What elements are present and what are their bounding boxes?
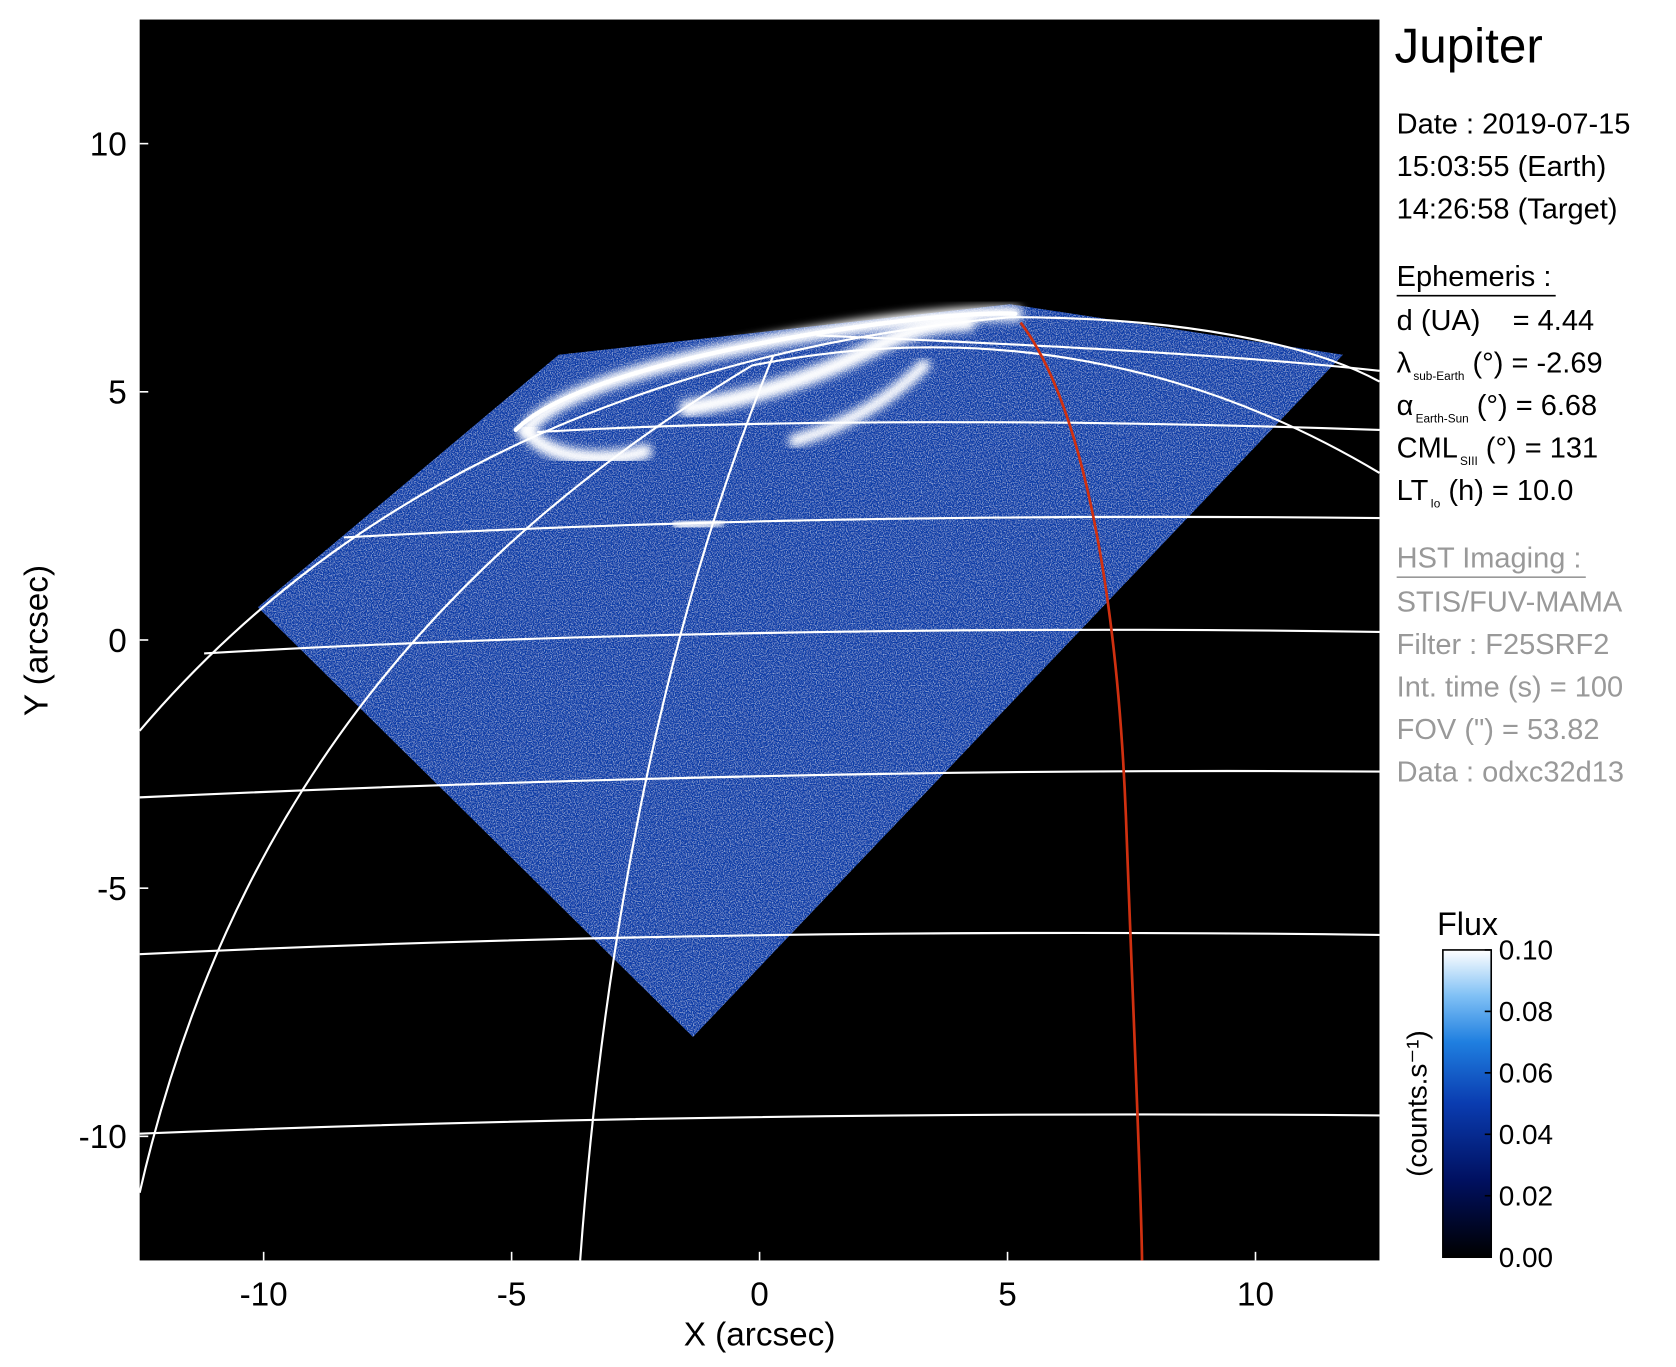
date-line: 15:03:55 (Earth)	[1397, 151, 1607, 183]
colorbar-tick-label: 0.00	[1499, 1242, 1553, 1273]
colorbar-title: Flux	[1437, 906, 1498, 942]
row-rest: (°) = 131	[1478, 432, 1598, 464]
x-tick-label: -10	[240, 1277, 288, 1314]
aurora	[513, 305, 1023, 533]
x-tick-label: 10	[1237, 1277, 1274, 1314]
y-tick-label: 10	[90, 126, 127, 163]
ephemeris-row: LT Io (h) = 10.0	[1397, 475, 1574, 511]
ephemeris-heading: Ephemeris :	[1397, 261, 1552, 293]
ephemeris-row: λ sub-Earth (°) = -2.69	[1397, 347, 1603, 383]
imaging-heading: HST Imaging :	[1397, 542, 1582, 574]
colorbar-tick-label: 0.10	[1499, 935, 1553, 966]
ephemeris-row: d (UA) = 4.44	[1397, 305, 1594, 337]
y-tick-label: 5	[108, 375, 127, 412]
date-line: 14:26:58 (Target)	[1397, 193, 1618, 225]
imaging-row: Data : odxc32d13	[1397, 756, 1624, 788]
row-subscript: SIII	[1460, 454, 1478, 468]
info-panel: Date : 2019-07-15 15:03:55 (Earth) 14:26:5…	[1397, 108, 1631, 788]
imaging-row: STIS/FUV-MAMA	[1397, 587, 1623, 619]
row-subscript: Io	[1431, 496, 1441, 510]
x-tick-label: 5	[998, 1277, 1017, 1314]
row-main: LT	[1397, 475, 1429, 507]
colorbar-tick-label: 0.08	[1499, 996, 1553, 1027]
y-axis-label: Y (arcsec)	[18, 565, 55, 716]
row-rest: (°) = -2.69	[1464, 347, 1602, 379]
row-main: α	[1397, 390, 1414, 422]
y-tick-label: -5	[97, 871, 127, 908]
date-line: Date : 2019-07-15	[1397, 108, 1631, 140]
colorbar-tick-label: 0.02	[1499, 1180, 1553, 1211]
imaging-row: Filter : F25SRF2	[1397, 629, 1610, 661]
row-rest: (°) = 6.68	[1469, 390, 1597, 422]
ephemeris-row: α Earth-Sun (°) = 6.68	[1397, 390, 1598, 426]
row-subscript: Earth-Sun	[1416, 411, 1469, 425]
row-rest: (h) = 10.0	[1440, 475, 1573, 507]
y-tick-label: 0	[108, 623, 127, 660]
imaging-row: Int. time (s) = 100	[1397, 671, 1623, 703]
y-tick-label: -10	[79, 1119, 127, 1156]
x-tick-label: -5	[497, 1277, 527, 1314]
colorbar	[1442, 949, 1493, 1259]
x-tick-label: 0	[750, 1277, 769, 1314]
row-main: CML	[1397, 432, 1458, 464]
ephemeris-row: CML SIII (°) = 131	[1397, 432, 1598, 468]
colorbar-label: (counts.s⁻¹)	[1402, 1030, 1433, 1177]
row-main: λ	[1397, 347, 1412, 379]
central-meridian	[1019, 321, 1144, 1261]
lat-lon-grid	[138, 316, 1381, 1261]
title: Jupiter	[1395, 19, 1543, 74]
x-axis-label: X (arcsec)	[684, 1316, 836, 1353]
row-main: d (UA) = 4.44	[1397, 305, 1594, 337]
fov-image	[257, 304, 1343, 1037]
colorbar-tick-label: 0.04	[1499, 1119, 1553, 1150]
imaging-row: FOV (") = 53.82	[1397, 714, 1600, 746]
row-subscript: sub-Earth	[1413, 369, 1464, 383]
colorbar-tick-label: 0.06	[1499, 1058, 1553, 1089]
